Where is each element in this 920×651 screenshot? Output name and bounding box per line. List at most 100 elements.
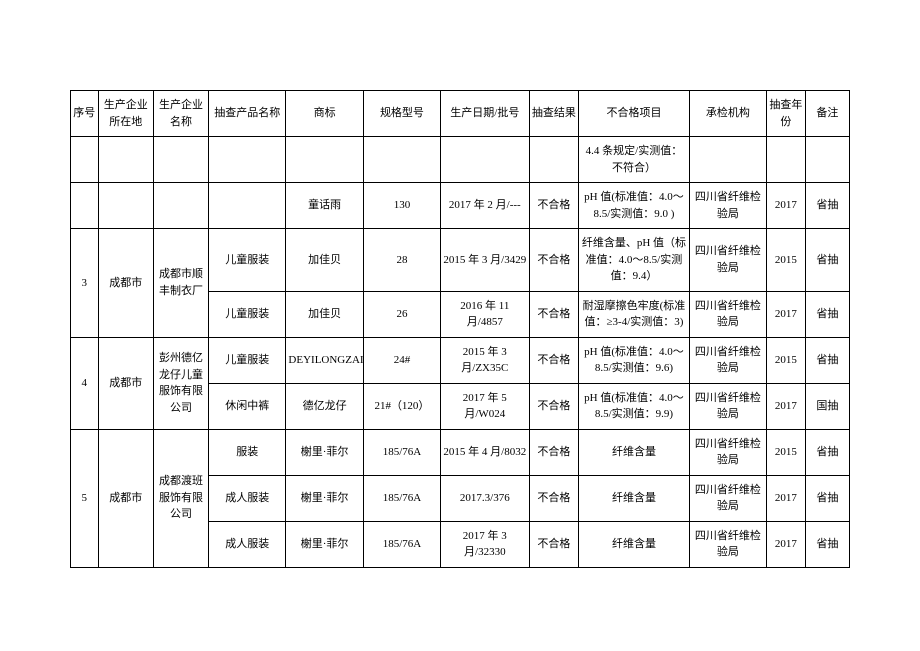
table-cell: 185/76A — [363, 475, 440, 521]
table-cell: 185/76A — [363, 521, 440, 567]
table-cell: 榭里·菲尔 — [286, 475, 363, 521]
table-cell: 童话雨 — [286, 183, 363, 229]
table-cell — [689, 137, 766, 183]
table-cell: 四川省纤维检验局 — [689, 521, 766, 567]
table-cell: 不合格 — [529, 183, 579, 229]
table-cell: 26 — [363, 291, 440, 337]
table-cell — [805, 137, 849, 183]
table-cell: DEYILONGZAI — [286, 337, 363, 383]
table-cell: 休闲中裤 — [209, 383, 286, 429]
table-cell — [98, 137, 153, 183]
col-header-2: 生产企业名称 — [153, 91, 208, 137]
table-cell: 成都市 — [98, 229, 153, 338]
table-cell: 3 — [71, 229, 99, 338]
table-cell: 2017 年 2 月/--- — [441, 183, 529, 229]
table-cell: 不合格 — [529, 521, 579, 567]
table-cell — [286, 137, 363, 183]
table-cell: 省抽 — [805, 429, 849, 475]
table-cell: 国抽 — [805, 383, 849, 429]
col-header-11: 备注 — [805, 91, 849, 137]
table-cell — [153, 137, 208, 183]
table-cell: 不合格 — [529, 383, 579, 429]
table-cell: 5 — [71, 429, 99, 567]
table-cell — [153, 183, 208, 229]
table-cell: 不合格 — [529, 337, 579, 383]
table-cell: 加佳贝 — [286, 229, 363, 292]
table-cell — [71, 183, 99, 229]
table-cell: 成人服装 — [209, 475, 286, 521]
table-cell: 2015 — [767, 229, 806, 292]
col-header-0: 序号 — [71, 91, 99, 137]
table-cell: 2017 — [767, 521, 806, 567]
table-cell: 耐湿摩擦色牢度(标准值：≥3-4/实测值：3) — [579, 291, 689, 337]
col-header-10: 抽查年份 — [767, 91, 806, 137]
table-row: 5成都市成都渡班服饰有限公司服装榭里·菲尔185/76A2015 年 4 月/8… — [71, 429, 850, 475]
table-cell — [529, 137, 579, 183]
table-cell: 2017 — [767, 183, 806, 229]
table-cell: 纤维含量 — [579, 521, 689, 567]
table-cell: 四川省纤维检验局 — [689, 383, 766, 429]
table-cell: 不合格 — [529, 475, 579, 521]
table-cell: 榭里·菲尔 — [286, 521, 363, 567]
table-row: 3成都市成都市顺丰制衣厂儿童服装加佳贝282015 年 3 月/3429不合格纤… — [71, 229, 850, 292]
table-cell: 不合格 — [529, 291, 579, 337]
table-cell: 24# — [363, 337, 440, 383]
table-cell: 成都市顺丰制衣厂 — [153, 229, 208, 338]
table-cell: 28 — [363, 229, 440, 292]
table-cell: 不合格 — [529, 229, 579, 292]
table-cell: 四川省纤维检验局 — [689, 229, 766, 292]
table-cell: 儿童服装 — [209, 229, 286, 292]
table-cell: 省抽 — [805, 291, 849, 337]
table-cell: 21#（120） — [363, 383, 440, 429]
table-cell: pH 值(标准值：4.0～8.5/实测值：9.6) — [579, 337, 689, 383]
table-row: 童话雨1302017 年 2 月/---不合格pH 值(标准值：4.0～8.5/… — [71, 183, 850, 229]
table-cell: 4.4 条规定/实测值：不符合） — [579, 137, 689, 183]
table-cell: 4 — [71, 337, 99, 429]
col-header-7: 抽查结果 — [529, 91, 579, 137]
table-cell — [767, 137, 806, 183]
table-cell: 四川省纤维检验局 — [689, 475, 766, 521]
table-cell: 省抽 — [805, 475, 849, 521]
col-header-9: 承检机构 — [689, 91, 766, 137]
table-cell: 2017 — [767, 475, 806, 521]
table-cell: 四川省纤维检验局 — [689, 429, 766, 475]
table-cell: 纤维含量、pH 值（标准值：4.0～8.5/实测值：9.4） — [579, 229, 689, 292]
table-cell: 成人服装 — [209, 521, 286, 567]
table-cell: 加佳贝 — [286, 291, 363, 337]
col-header-1: 生产企业所在地 — [98, 91, 153, 137]
table-cell: 儿童服装 — [209, 337, 286, 383]
table-cell — [71, 137, 99, 183]
table-cell: 2015 年 3 月/3429 — [441, 229, 529, 292]
table-cell: 成都渡班服饰有限公司 — [153, 429, 208, 567]
table-cell: 不合格 — [529, 429, 579, 475]
table-cell: 彭州德亿龙仔儿童服饰有限公司 — [153, 337, 208, 429]
table-cell: 纤维含量 — [579, 475, 689, 521]
table-cell: 2017 — [767, 291, 806, 337]
table-cell — [363, 137, 440, 183]
table-cell: 130 — [363, 183, 440, 229]
table-cell: 成都市 — [98, 429, 153, 567]
col-header-4: 商标 — [286, 91, 363, 137]
col-header-3: 抽查产品名称 — [209, 91, 286, 137]
table-cell — [98, 183, 153, 229]
table-cell: pH 值(标准值：4.0～8.5/实测值：9.0 ) — [579, 183, 689, 229]
table-cell: 省抽 — [805, 229, 849, 292]
table-header-row: 序号生产企业所在地生产企业名称抽查产品名称商标规格型号生产日期/批号抽查结果不合… — [71, 91, 850, 137]
col-header-8: 不合格项目 — [579, 91, 689, 137]
col-header-6: 生产日期/批号 — [441, 91, 529, 137]
table-cell: 185/76A — [363, 429, 440, 475]
table-cell: 2017 年 3 月/32330 — [441, 521, 529, 567]
table-row: 4.4 条规定/实测值：不符合） — [71, 137, 850, 183]
table-cell: 2015 年 4 月/8032 — [441, 429, 529, 475]
table-cell: 儿童服装 — [209, 291, 286, 337]
table-cell: 2015 — [767, 337, 806, 383]
table-cell: 榭里·菲尔 — [286, 429, 363, 475]
table-cell: 服装 — [209, 429, 286, 475]
table-cell: 纤维含量 — [579, 429, 689, 475]
table-cell — [441, 137, 529, 183]
inspection-table: 序号生产企业所在地生产企业名称抽查产品名称商标规格型号生产日期/批号抽查结果不合… — [70, 90, 850, 568]
table-cell: 2015 — [767, 429, 806, 475]
table-cell: 成都市 — [98, 337, 153, 429]
table-row: 4成都市彭州德亿龙仔儿童服饰有限公司儿童服装DEYILONGZAI24#2015… — [71, 337, 850, 383]
table-cell: 四川省纤维检验局 — [689, 291, 766, 337]
